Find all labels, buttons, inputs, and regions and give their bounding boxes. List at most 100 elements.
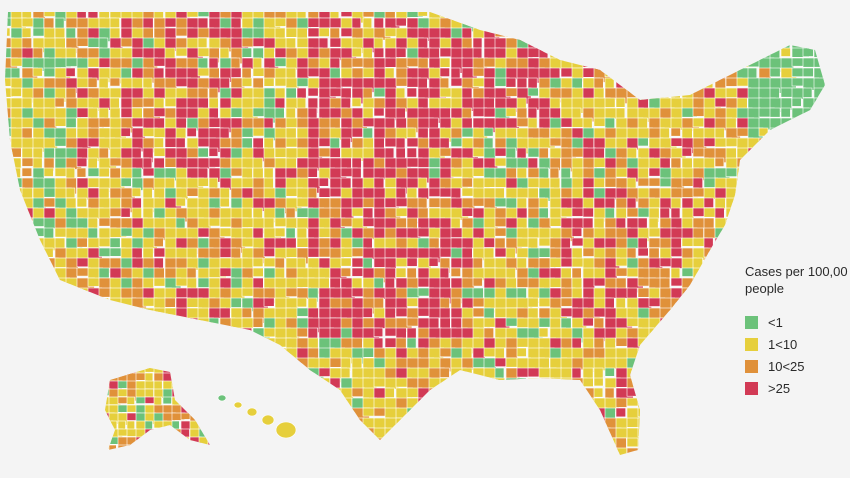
county-conus-2856 bbox=[483, 377, 502, 393]
county-conus-1258 bbox=[461, 167, 475, 180]
county-conus-3160 bbox=[483, 417, 502, 429]
county-conus-2947 bbox=[648, 387, 663, 400]
county-conus-541 bbox=[98, 77, 109, 89]
county-conus-3002 bbox=[417, 397, 431, 413]
county-alaska-31 bbox=[144, 380, 155, 390]
county-conus-515 bbox=[648, 67, 663, 84]
county-conus-3033 bbox=[758, 397, 773, 410]
county-conus-2952 bbox=[703, 387, 717, 404]
county-conus-2208 bbox=[43, 297, 62, 308]
county-conus-1589 bbox=[758, 207, 772, 224]
county-conus-1979 bbox=[32, 267, 50, 284]
county-conus-2866 bbox=[593, 377, 604, 387]
county-conus-289 bbox=[670, 37, 689, 49]
county-conus-3351 bbox=[76, 447, 91, 455]
county-conus-956 bbox=[483, 127, 494, 137]
county-conus-1809 bbox=[670, 237, 682, 250]
county-conus-1701 bbox=[318, 227, 332, 238]
county-conus-3314 bbox=[505, 437, 519, 454]
county-conus-1463 bbox=[208, 197, 222, 210]
county-conus-2366 bbox=[109, 317, 128, 334]
county-conus-1205 bbox=[714, 157, 725, 167]
county-conus-2118 bbox=[725, 277, 743, 289]
county-conus-394 bbox=[153, 57, 166, 67]
county-conus-3267 bbox=[824, 427, 825, 442]
county-conus-198 bbox=[505, 27, 523, 38]
county-conus-3181 bbox=[714, 417, 728, 428]
county-conus-2518 bbox=[109, 337, 121, 347]
county-conus-2669 bbox=[98, 357, 117, 372]
county-conus-3194 bbox=[21, 427, 32, 438]
county-conus-2683 bbox=[252, 357, 270, 370]
county-conus-3196 bbox=[43, 427, 61, 439]
county-conus-949 bbox=[406, 127, 417, 138]
county-conus-467 bbox=[120, 67, 132, 80]
county-conus-2951 bbox=[692, 387, 704, 405]
county-conus-76 bbox=[5, 17, 12, 27]
county-conus-152 bbox=[5, 27, 11, 37]
county-conus-3342 bbox=[813, 437, 825, 453]
county-conus-2095 bbox=[472, 277, 483, 287]
county-conus-3352 bbox=[87, 447, 102, 455]
county-conus-3448 bbox=[308, 458, 323, 467]
county-conus-2467 bbox=[384, 327, 397, 337]
county-conus-424 bbox=[483, 57, 497, 68]
county-conus-2738 bbox=[21, 367, 34, 382]
county-conus-889 bbox=[582, 117, 593, 129]
county-conus-2939 bbox=[560, 387, 573, 397]
county-conus-70 bbox=[769, 12, 782, 23]
county-conus-1014 bbox=[285, 137, 298, 148]
county-conus-2204 bbox=[5, 297, 17, 312]
county-conus-2590 bbox=[65, 347, 83, 357]
county-conus-3404 bbox=[659, 447, 672, 455]
county-conus-2680 bbox=[219, 357, 234, 371]
county-conus-1218 bbox=[21, 167, 33, 177]
county-conus-3451 bbox=[341, 458, 356, 470]
county-conus-976 bbox=[703, 127, 716, 140]
county-conus-2662 bbox=[21, 357, 36, 375]
county-conus-2663 bbox=[32, 357, 44, 373]
county-conus-3214 bbox=[241, 427, 257, 442]
county-conus-1884 bbox=[659, 247, 673, 260]
county-conus-2527 bbox=[208, 337, 220, 353]
county-conus-3152 bbox=[395, 417, 412, 428]
county-conus-1890 bbox=[725, 247, 738, 258]
county-conus-200 bbox=[527, 27, 542, 41]
county-conus-477 bbox=[230, 67, 242, 78]
county-conus-833 bbox=[802, 107, 813, 122]
county-conus-226 bbox=[813, 27, 825, 38]
county-conus-792 bbox=[351, 107, 364, 120]
county-conus-1175 bbox=[384, 157, 398, 169]
county-conus-3047 bbox=[76, 407, 91, 422]
county-conus-2812 bbox=[5, 377, 18, 388]
county-conus-1139 bbox=[824, 147, 825, 160]
county-conus-278 bbox=[549, 37, 566, 52]
county-conus-3271 bbox=[32, 437, 45, 450]
county-conus-2369 bbox=[142, 317, 154, 333]
county-conus-3330 bbox=[681, 437, 692, 451]
county-conus-1450 bbox=[65, 197, 77, 209]
county-conus-695 bbox=[120, 97, 133, 110]
county-conus-2858 bbox=[505, 377, 519, 388]
county-conus-3077 bbox=[406, 407, 418, 420]
county-alaska-132 bbox=[117, 444, 132, 450]
county-conus-1736 bbox=[703, 227, 716, 239]
county-alaska-133 bbox=[126, 444, 135, 450]
county-conus-1064 bbox=[5, 147, 14, 164]
county-conus-3237 bbox=[494, 427, 508, 440]
county-conus-3245 bbox=[582, 427, 593, 444]
county-conus-1232 bbox=[175, 167, 188, 179]
county-alaska-144 bbox=[109, 453, 117, 463]
county-conus-1363 bbox=[780, 177, 796, 190]
county-conus-3251 bbox=[648, 427, 665, 443]
county-conus-50 bbox=[549, 12, 560, 17]
county-conus-2515 bbox=[76, 337, 90, 352]
county-conus-1201 bbox=[670, 157, 682, 169]
county-conus-979 bbox=[736, 127, 750, 137]
county-alaska-143 bbox=[100, 453, 113, 464]
county-conus-1845 bbox=[230, 247, 241, 260]
county-conus-1751 bbox=[32, 237, 46, 251]
county-conus-3201 bbox=[98, 427, 112, 439]
county-conus-2540 bbox=[351, 337, 363, 349]
county-conus-595 bbox=[692, 77, 710, 89]
